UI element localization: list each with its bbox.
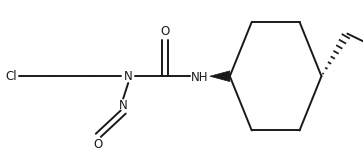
Polygon shape [210, 71, 230, 82]
Text: N: N [119, 99, 128, 112]
Text: NH: NH [191, 71, 209, 84]
Text: O: O [94, 138, 103, 150]
Text: N: N [124, 70, 132, 83]
Text: O: O [161, 25, 170, 38]
Text: Cl: Cl [5, 70, 17, 83]
